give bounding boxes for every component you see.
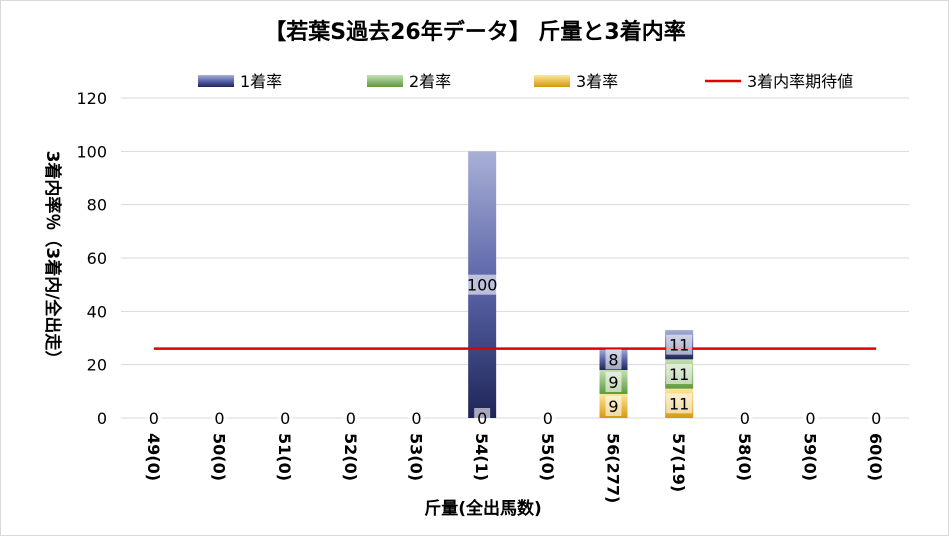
data-label-bg [605, 396, 622, 416]
x-tick-label: 49(0) [144, 433, 163, 481]
data-label: 0 [214, 409, 224, 428]
bars [468, 151, 694, 419]
data-label: 9 [608, 397, 618, 416]
data-label-bg [408, 408, 425, 428]
x-axis-ticks: 49(0) 50(0) 51(0) 52(0) 53(0) 54(1) 55(0) 56(27… [144, 433, 885, 503]
y-tick-label: 40 [87, 302, 107, 321]
data-label-bg [666, 364, 693, 384]
x-tick-label: 58(0) [735, 433, 754, 481]
y-tick-label: 0 [97, 409, 107, 428]
data-label-bg [342, 408, 359, 428]
y-tick-label: 100 [76, 142, 107, 161]
y-tick-label: 120 [76, 89, 107, 108]
gridlines [121, 97, 909, 419]
legend-label: 3着率 [576, 72, 618, 91]
data-label: 0 [346, 409, 356, 428]
data-label-bg [802, 408, 819, 428]
data-label: 0 [477, 409, 487, 428]
y-tick-label: 20 [87, 356, 107, 375]
x-tick-label: 50(0) [210, 433, 229, 481]
legend-swatch [198, 75, 234, 87]
data-label: 0 [149, 409, 159, 428]
data-label: 0 [740, 409, 750, 428]
data-label-bg [539, 408, 556, 428]
y-axis-ticks: 0 20 40 60 80 100 120 [76, 89, 107, 428]
data-label-bg [666, 393, 693, 414]
y-tick-label: 60 [87, 249, 107, 268]
data-label: 0 [871, 409, 881, 428]
data-label: 11 [669, 365, 689, 384]
x-tick-label: 56(277) [604, 433, 623, 503]
x-tick-label: 57(19) [669, 433, 688, 492]
x-tick-label: 59(0) [801, 433, 820, 481]
data-label: 0 [411, 409, 421, 428]
data-label-bg [464, 274, 501, 295]
data-label-bg [211, 408, 228, 428]
legend-label: 1着率 [240, 72, 282, 91]
data-label: 0 [543, 409, 553, 428]
legend-swatch [534, 75, 570, 87]
data-label-bg [868, 408, 885, 428]
data-labels: 0 0 0 0 0 0 100 0 9 9 8 11 11 11 0 0 0 [145, 274, 885, 428]
chart-title: 【若葉S過去26年データ】 斤量と3着内率 [264, 19, 685, 45]
data-label: 8 [608, 350, 618, 369]
data-label-bg [474, 408, 491, 428]
x-tick-label: 55(0) [538, 433, 557, 481]
data-label: 0 [280, 409, 290, 428]
data-label-bg [605, 349, 622, 370]
data-label-bg [277, 408, 294, 428]
x-tick-label: 60(0) [866, 433, 885, 481]
data-label: 11 [669, 394, 689, 413]
x-tick-label: 52(0) [341, 433, 360, 481]
data-label: 100 [467, 276, 498, 295]
legend-label: 3着内率期待値 [747, 72, 853, 91]
x-tick-label: 51(0) [275, 433, 294, 481]
data-label: 11 [669, 336, 689, 355]
legend-swatch [367, 75, 403, 87]
y-tick-label: 80 [87, 196, 107, 215]
legend: 1着率 2着率 3着率 3着内率期待値 [198, 72, 853, 91]
data-label: 0 [805, 409, 815, 428]
x-tick-label: 54(1) [472, 433, 491, 481]
data-label: 9 [608, 373, 618, 392]
data-label-bg [605, 372, 622, 392]
data-label-bg [145, 408, 162, 428]
data-label-bg [736, 408, 753, 428]
data-label-bg [666, 334, 693, 355]
legend-label: 2着率 [409, 72, 451, 91]
y-axis-label: 3着内率％（3着内/全出走） [42, 151, 63, 368]
x-axis-label: 斤量(全出馬数) [424, 498, 542, 519]
x-tick-label: 53(0) [407, 433, 426, 481]
